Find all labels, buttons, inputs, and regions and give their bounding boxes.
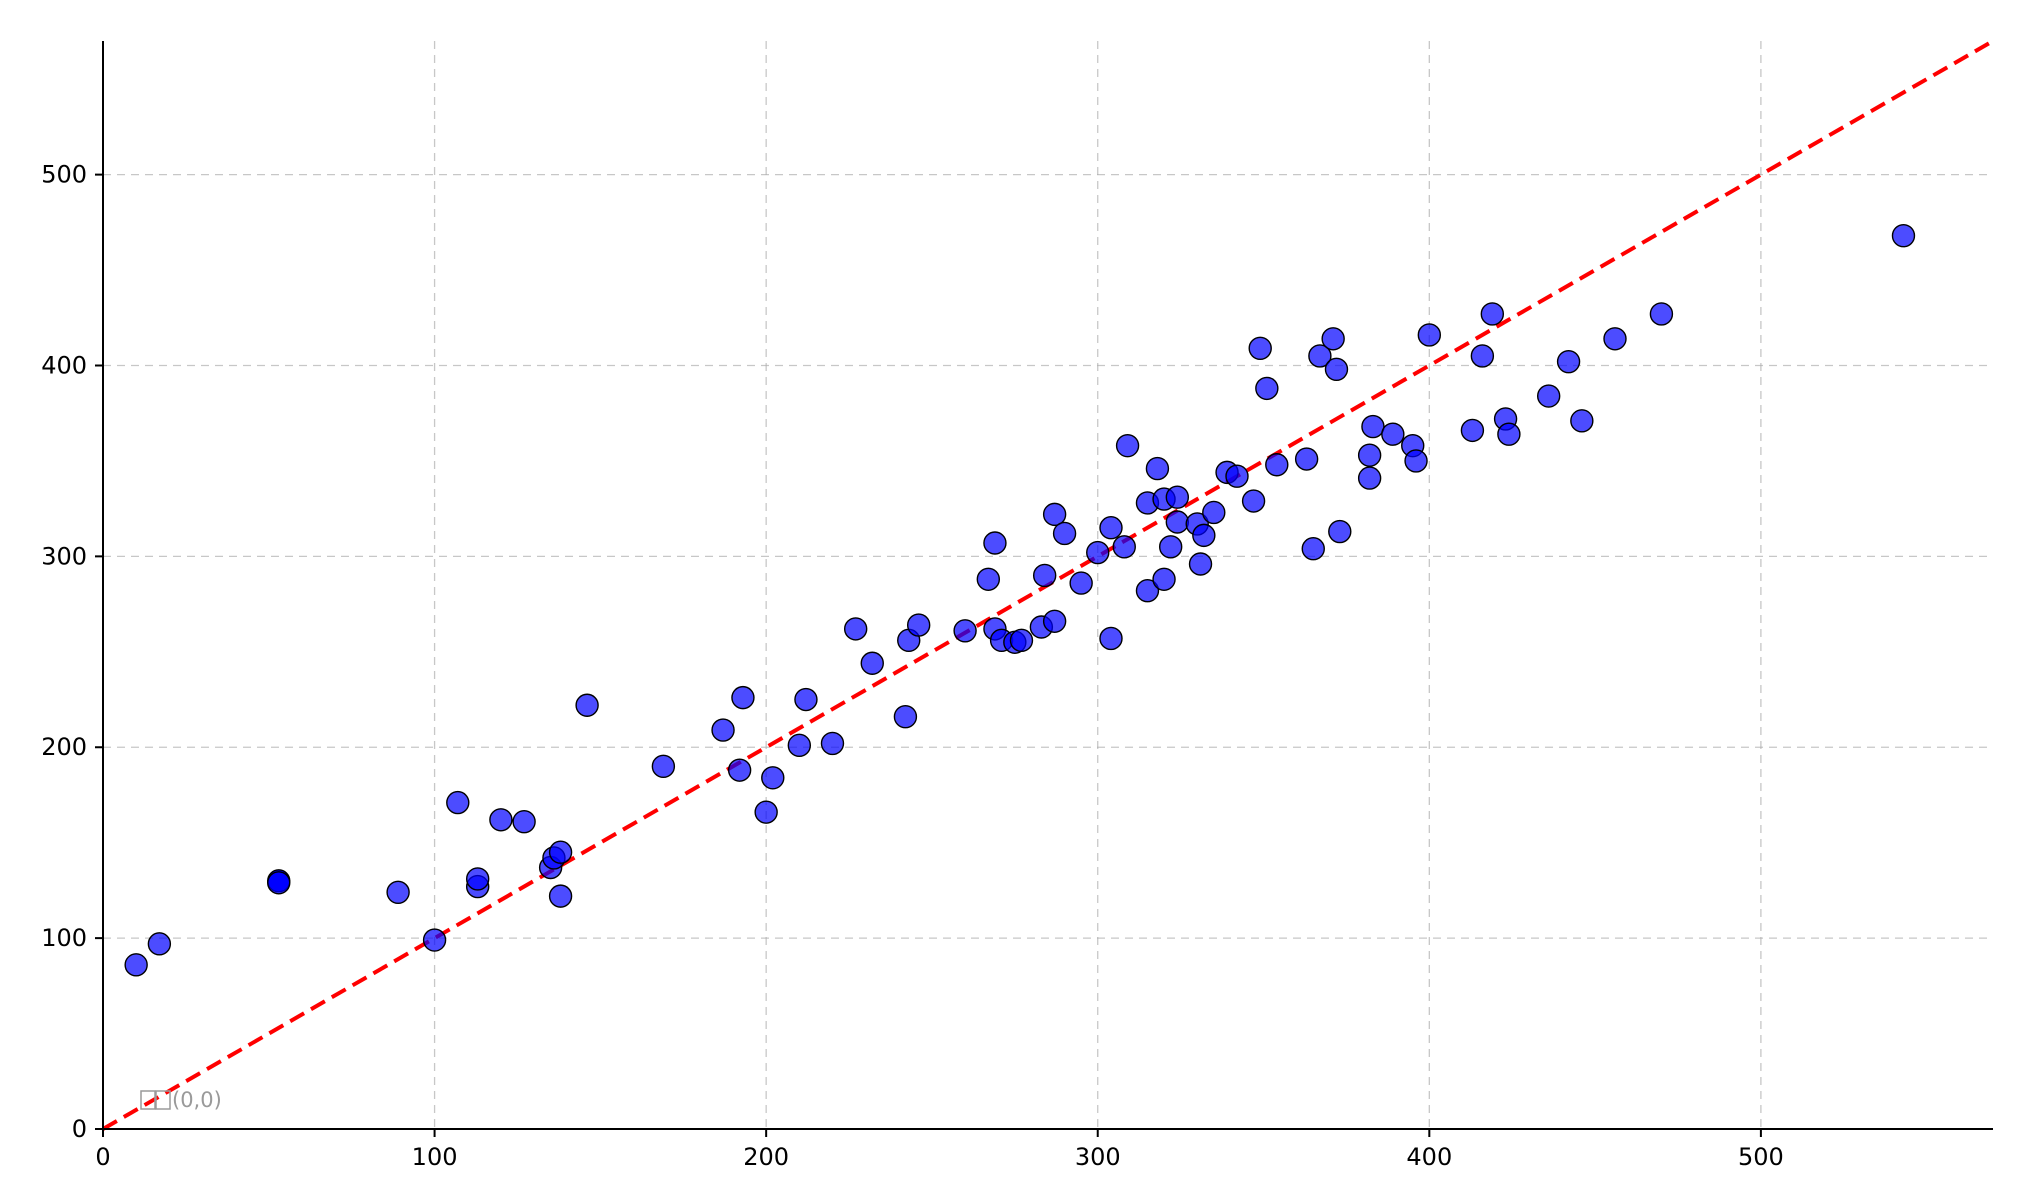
data-point (983, 531, 1007, 555)
y-tick-label: 200 (41, 733, 87, 761)
data-point (1145, 456, 1170, 481)
x-tick-label: 500 (1738, 1143, 1784, 1171)
y-tick-label: 500 (41, 161, 87, 189)
y-tick-label: 0 (72, 1115, 87, 1143)
data-point (1086, 540, 1110, 565)
data-point (953, 619, 977, 643)
data-point (893, 705, 918, 729)
y-tick-label: 300 (41, 542, 87, 570)
data-point (794, 687, 818, 712)
data-point (124, 953, 148, 977)
data-point (1404, 449, 1428, 473)
data-point (1328, 519, 1352, 544)
y-tick-label: 400 (41, 351, 87, 379)
data-point (1042, 609, 1067, 633)
data-point (1009, 628, 1034, 653)
missing-glyph-icon (140, 1090, 156, 1110)
data-point (1099, 516, 1123, 540)
data-point (422, 928, 447, 952)
data-point (1069, 571, 1093, 595)
grid-lines (103, 41, 1993, 1129)
data-point (1052, 521, 1077, 546)
y-tick-label: 100 (41, 924, 87, 952)
data-point (1649, 302, 1674, 326)
origin-label: (0,0) (172, 1088, 222, 1112)
x-tick-label: 0 (95, 1143, 110, 1171)
x-tick-label: 400 (1406, 1143, 1452, 1171)
data-point (1152, 567, 1176, 591)
data-point (267, 871, 291, 895)
data-point (1480, 302, 1505, 326)
data-point (1556, 349, 1581, 374)
data-point (1248, 336, 1272, 361)
data-point (1112, 535, 1136, 559)
axes (95, 41, 1993, 1137)
data-point (731, 685, 755, 710)
x-tick-label: 200 (743, 1143, 789, 1171)
data-point (1357, 466, 1382, 490)
data-point (651, 754, 676, 779)
data-point (1321, 327, 1345, 351)
data-point (1536, 384, 1561, 408)
data-point (1417, 323, 1442, 347)
data-point (386, 880, 410, 905)
data-point (489, 808, 513, 832)
data-point (1099, 626, 1123, 651)
data-point (1294, 447, 1319, 471)
data-point (1301, 537, 1325, 561)
data-point (1308, 344, 1332, 368)
data-point (147, 932, 172, 956)
data-point (1357, 443, 1382, 467)
data-point (754, 800, 778, 824)
data-point (1891, 223, 1916, 248)
data-points (124, 223, 1916, 977)
data-point (1225, 464, 1249, 488)
data-point (548, 884, 573, 908)
data-point (1255, 376, 1279, 401)
data-point (512, 809, 536, 834)
data-point (1158, 535, 1183, 559)
data-point (446, 790, 470, 815)
data-point (1241, 489, 1266, 513)
data-point (575, 693, 599, 717)
data-point (1381, 422, 1405, 446)
data-point (1115, 433, 1140, 458)
data-point (548, 840, 573, 864)
missing-glyph-icon (155, 1090, 171, 1110)
tick-labels: 0 100 200 300 400 500 0 100 200 300 400 500 (41, 161, 1784, 1171)
data-point (1042, 502, 1067, 527)
data-point (843, 617, 868, 641)
data-point (1192, 523, 1216, 548)
data-point (906, 613, 931, 637)
data-point (465, 867, 490, 891)
data-point (711, 718, 735, 742)
data-point (1460, 418, 1485, 443)
data-point (1032, 563, 1057, 588)
data-point (787, 733, 812, 758)
data-point (761, 766, 785, 790)
data-point (1603, 327, 1627, 351)
data-point (1165, 485, 1190, 509)
data-point (727, 758, 752, 782)
origin-annotation: (0,0) (140, 1088, 222, 1112)
data-point (1324, 357, 1349, 382)
data-point (1165, 510, 1190, 534)
data-point (820, 731, 845, 756)
data-point (1202, 500, 1226, 525)
data-point (1497, 422, 1521, 446)
data-point (1361, 414, 1385, 439)
data-point (1470, 344, 1495, 368)
data-point (1188, 552, 1213, 576)
data-point (976, 567, 1001, 591)
x-tick-label: 300 (1075, 1143, 1121, 1171)
x-tick-label: 100 (412, 1143, 458, 1171)
data-point (1570, 409, 1594, 433)
data-point (860, 651, 884, 675)
data-point (1135, 579, 1160, 603)
data-point (1265, 453, 1289, 477)
